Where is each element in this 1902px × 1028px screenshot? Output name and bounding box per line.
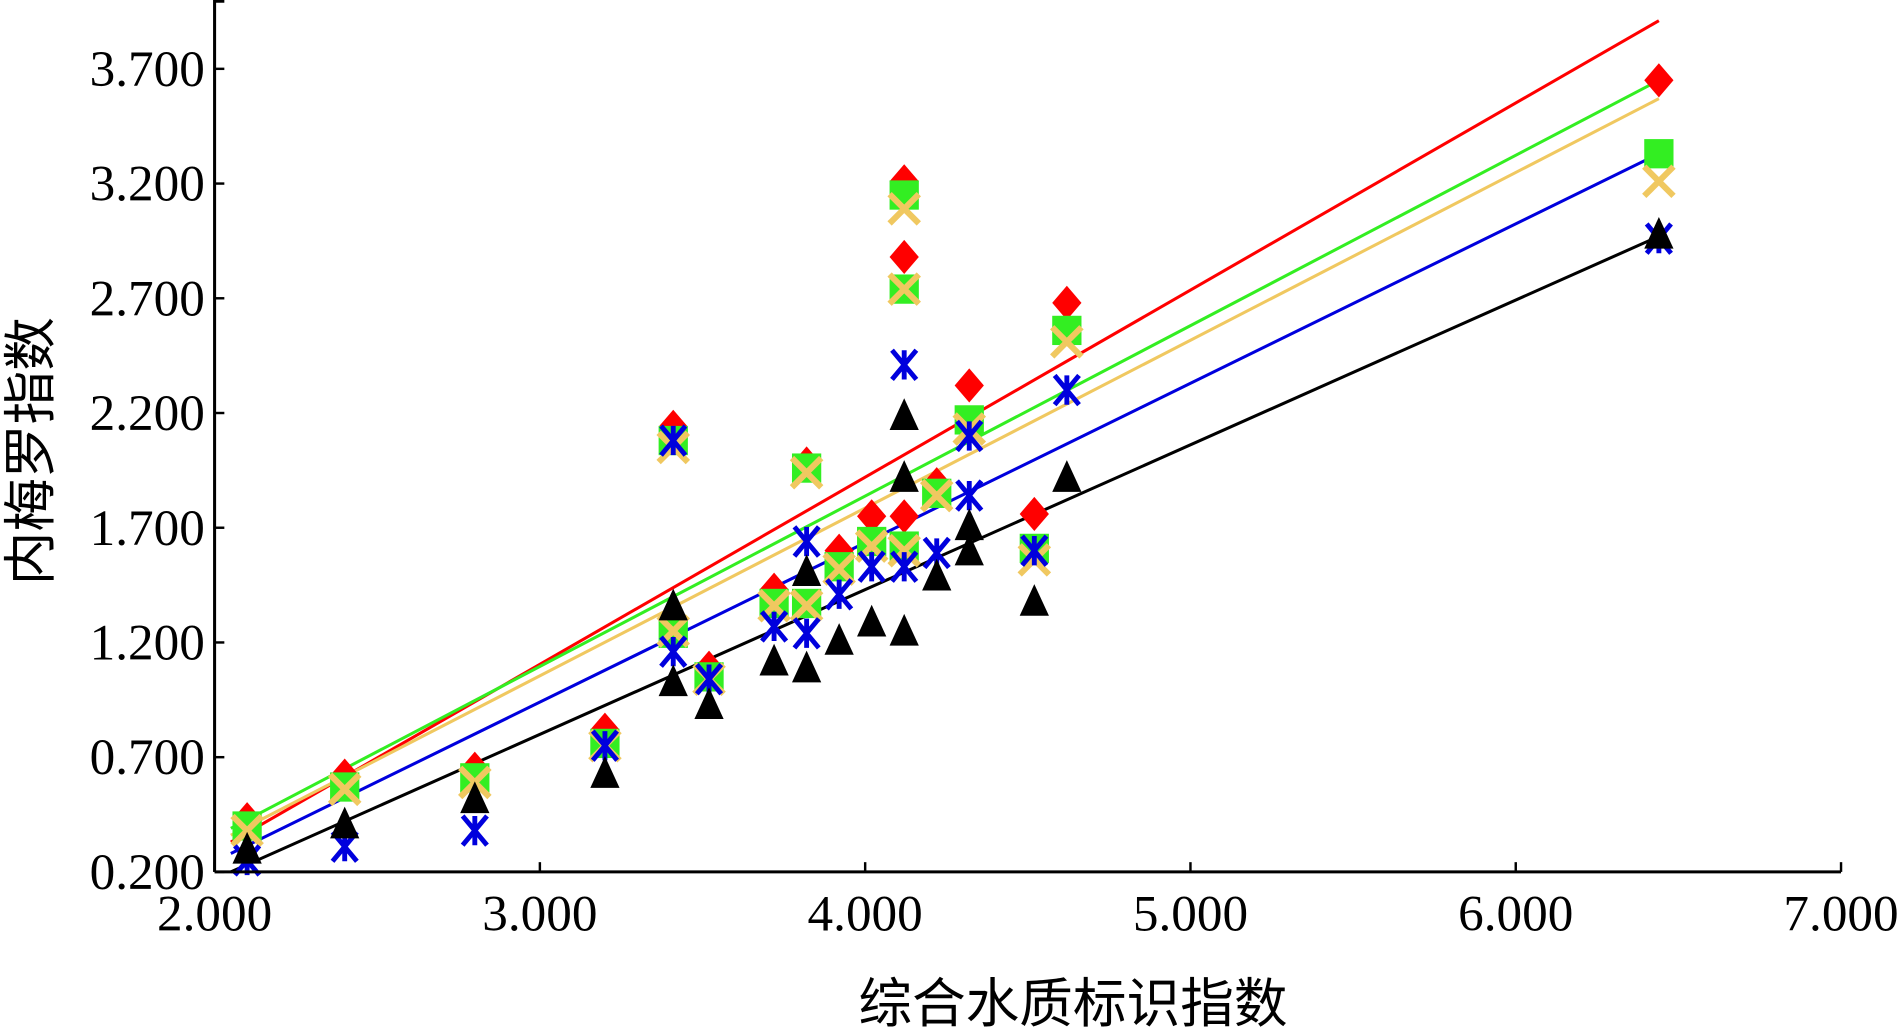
black-point (759, 643, 789, 676)
fit-lines (230, 19, 1660, 874)
x-tick-label: 4.000 (808, 885, 923, 942)
black-point (889, 460, 919, 492)
y-tick-label: 0.700 (90, 729, 205, 786)
blue-series (233, 222, 1673, 877)
blue-point (1020, 534, 1049, 567)
red-point (1052, 285, 1082, 320)
x-tick-label: 5.000 (1133, 885, 1248, 942)
blue-point (792, 525, 821, 558)
blue-point (955, 479, 984, 512)
y-tick-label: 1.700 (90, 500, 205, 557)
red-point (1644, 63, 1674, 98)
blue-point (890, 550, 919, 583)
tan-point (789, 455, 824, 490)
blue-point (825, 578, 854, 611)
black-series (232, 216, 1674, 864)
black-fit-line (230, 234, 1660, 874)
black-point (658, 664, 688, 697)
black-point (889, 613, 919, 646)
tan-point (919, 478, 954, 513)
black-point (824, 623, 854, 655)
black-point (232, 831, 262, 864)
tan-point (1642, 164, 1676, 199)
y-tick-label: 2.700 (90, 270, 205, 327)
data-points (230, 63, 1676, 877)
black-point (1052, 460, 1082, 492)
black-point (1644, 216, 1674, 249)
y-tick-label: 2.200 (90, 385, 205, 442)
green-fit-line (230, 78, 1660, 830)
axes: 2.000 3.000 4.000 5.000 6.000 7.000 0.200 0.700… (90, 0, 1899, 942)
green-series (232, 139, 1674, 841)
tan-point (1050, 325, 1084, 359)
red-point (889, 499, 919, 534)
tan-point (327, 772, 362, 807)
red-point (954, 368, 984, 403)
red-point (889, 239, 919, 275)
blue-point (460, 814, 489, 847)
black-point (460, 781, 490, 814)
black-point (330, 806, 360, 839)
blue-point (590, 729, 619, 762)
black-point (1019, 584, 1049, 616)
tan-point (887, 272, 921, 306)
black-point (590, 756, 620, 788)
y-tick-label: 1.200 (90, 615, 205, 672)
black-point (694, 687, 724, 720)
black-point (922, 558, 952, 591)
black-point (857, 604, 887, 637)
y-axis-label: 内梅罗指数 (1, 317, 61, 585)
red-point (1019, 496, 1049, 532)
blue-point (792, 617, 821, 650)
blue-point (955, 419, 984, 453)
blue-point (1052, 373, 1081, 407)
black-point (658, 588, 688, 621)
black-point (889, 398, 919, 430)
x-tick-label: 6.000 (1458, 885, 1573, 942)
black-point (791, 650, 822, 683)
x-tick-label: 7.000 (1783, 885, 1898, 942)
x-tick-label: 3.000 (482, 885, 597, 942)
x-tick-label: 2.000 (157, 885, 272, 942)
blue-point (659, 424, 688, 457)
y-tick-label: 3.700 (90, 41, 205, 98)
green-point (791, 453, 822, 483)
black-point (954, 508, 984, 541)
tan-point (789, 588, 824, 623)
green-point (1644, 139, 1674, 169)
y-tick-label: 0.200 (90, 844, 205, 901)
blue-point (659, 635, 688, 668)
tan-point (230, 813, 264, 848)
y-tick-label: 3.200 (90, 156, 205, 213)
black-point (954, 533, 984, 566)
blue-point (857, 550, 886, 583)
red-fit-line (230, 19, 1660, 844)
tan-point (887, 533, 921, 568)
blue-point (890, 348, 919, 382)
blue-point (760, 610, 789, 643)
black-point (791, 554, 822, 586)
tan-point (887, 192, 921, 226)
tan-series (230, 164, 1676, 848)
x-axis-label: 综合水质标识指数 (858, 974, 1287, 1028)
tan-fit-line (230, 97, 1660, 837)
